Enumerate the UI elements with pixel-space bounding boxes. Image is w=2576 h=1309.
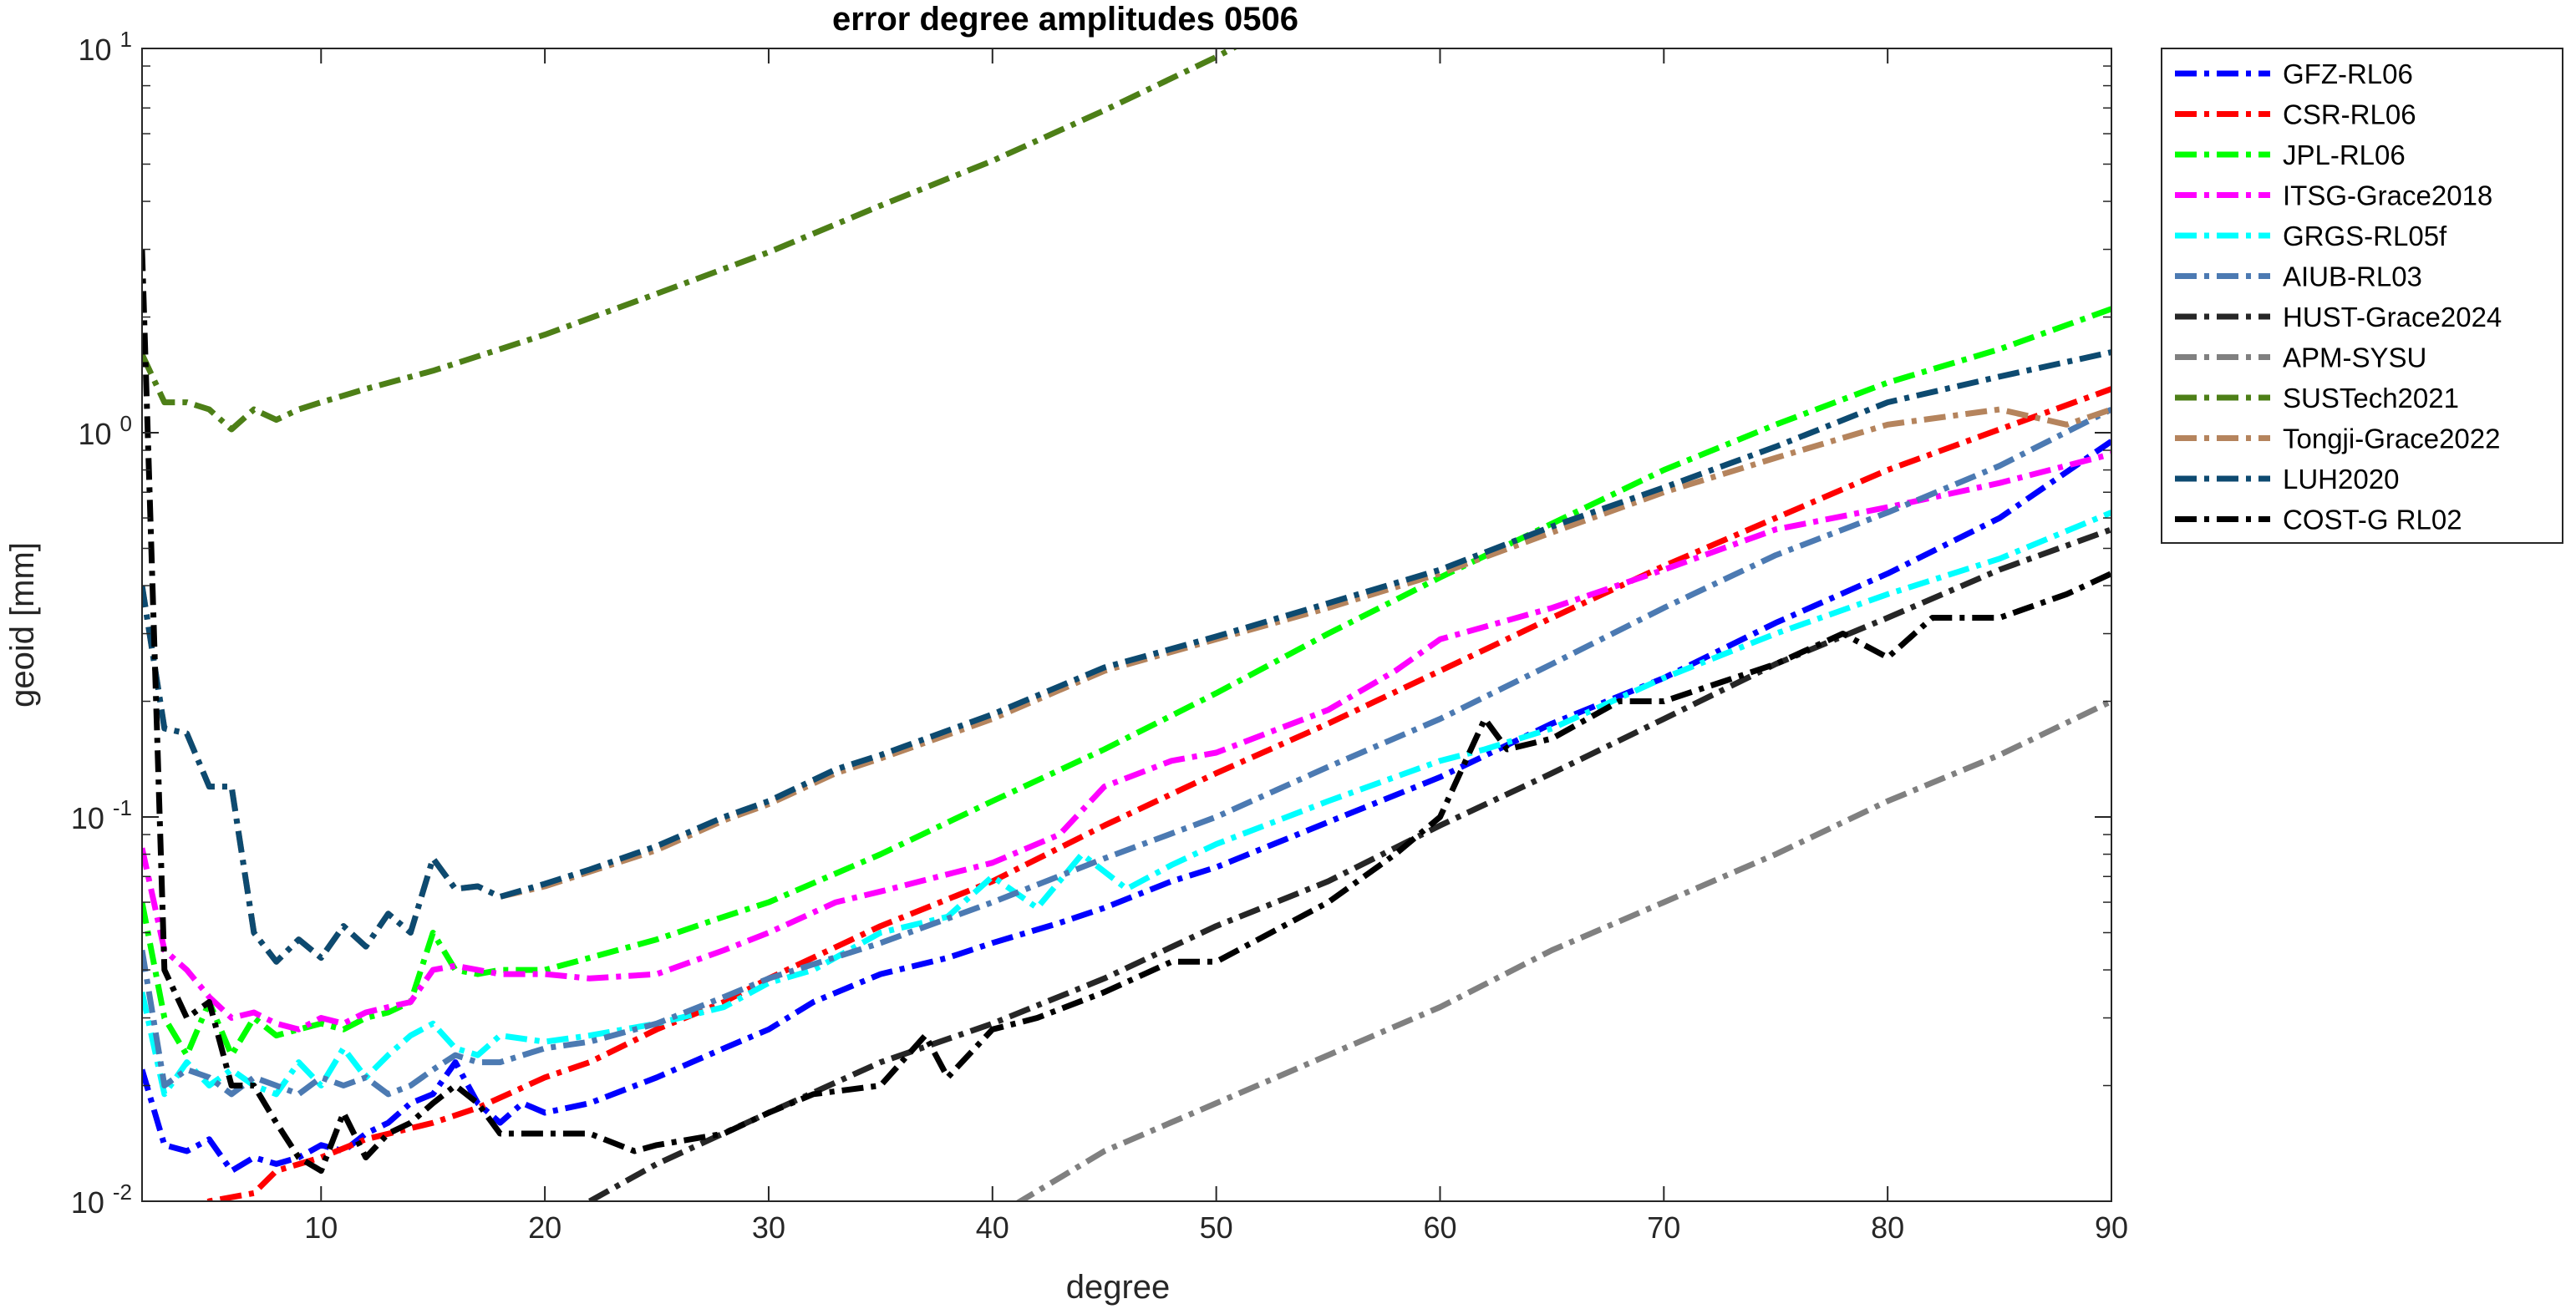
x-tick-label-0: 10	[304, 1210, 338, 1245]
y-axis-label: geoid [mm]	[4, 542, 41, 708]
x-tick-label-7: 80	[1871, 1210, 1904, 1245]
chart-title: error degree amplitudes 0506	[832, 1, 1298, 38]
series-line-3	[142, 451, 2111, 1032]
legend: GFZ-RL06 CSR-RL06 JPL-RL06 ITSG-Grace2018 GR…	[2161, 48, 2563, 544]
series-line-7	[1014, 698, 2111, 1201]
legend-label-3: ITSG-Grace2018	[2283, 180, 2492, 211]
series-line-4	[142, 510, 2111, 1098]
x-tick-label-1: 20	[528, 1210, 561, 1245]
y-tick-label-2: 10 0	[78, 411, 132, 451]
x-tick-label-5: 60	[1423, 1210, 1456, 1245]
x-tick-label-2: 30	[752, 1210, 785, 1245]
series-lines	[142, 48, 2111, 1201]
series-line-0	[142, 439, 2111, 1175]
y-tick-label-3: 10 1	[78, 27, 132, 67]
legend-label-5: AIUB-RL03	[2283, 261, 2422, 292]
series-line-2	[142, 306, 2111, 1058]
y-tick-label-1: 10 -1	[71, 795, 132, 835]
axis-ticks: 10 20 30 40 50 60 70 80 90 10 -2 10 -1 10 0 10 1	[71, 27, 2128, 1245]
plot-background	[142, 48, 2111, 1201]
x-tick-label-4: 50	[1200, 1210, 1233, 1245]
series-line-8	[142, 48, 1239, 433]
x-tick-label-3: 40	[976, 1210, 1009, 1245]
plot-area: 10 20 30 40 50 60 70 80 90 10 -2 10 -1 10 0 10 1	[71, 27, 2128, 1245]
legend-label-9: Tongji-Grace2022	[2283, 424, 2501, 454]
y-tick-label-0: 10 -2	[71, 1180, 132, 1220]
x-tick-label-8: 90	[2095, 1210, 2128, 1245]
legend-box	[2161, 48, 2563, 544]
series-line-10	[142, 349, 2111, 965]
legend-label-10: LUH2020	[2283, 464, 2399, 495]
x-tick-label-6: 70	[1647, 1210, 1680, 1245]
legend-label-1: CSR-RL06	[2283, 99, 2416, 130]
legend-label-8: SUSTech2021	[2283, 383, 2459, 414]
legend-label-2: JPL-RL06	[2283, 140, 2406, 170]
legend-label-7: APM-SYSU	[2283, 342, 2426, 373]
x-axis-label: degree	[1066, 1269, 1171, 1306]
legend-label-6: HUST-Grace2024	[2283, 302, 2502, 332]
series-line-5	[142, 406, 2111, 1098]
plot-border	[141, 48, 2112, 1202]
legend-label-0: GFZ-RL06	[2283, 58, 2413, 89]
series-line-11	[142, 249, 2111, 1175]
legend-label-4: GRGS-RL05f	[2283, 221, 2447, 251]
legend-label-11: COST-G RL02	[2283, 505, 2462, 535]
